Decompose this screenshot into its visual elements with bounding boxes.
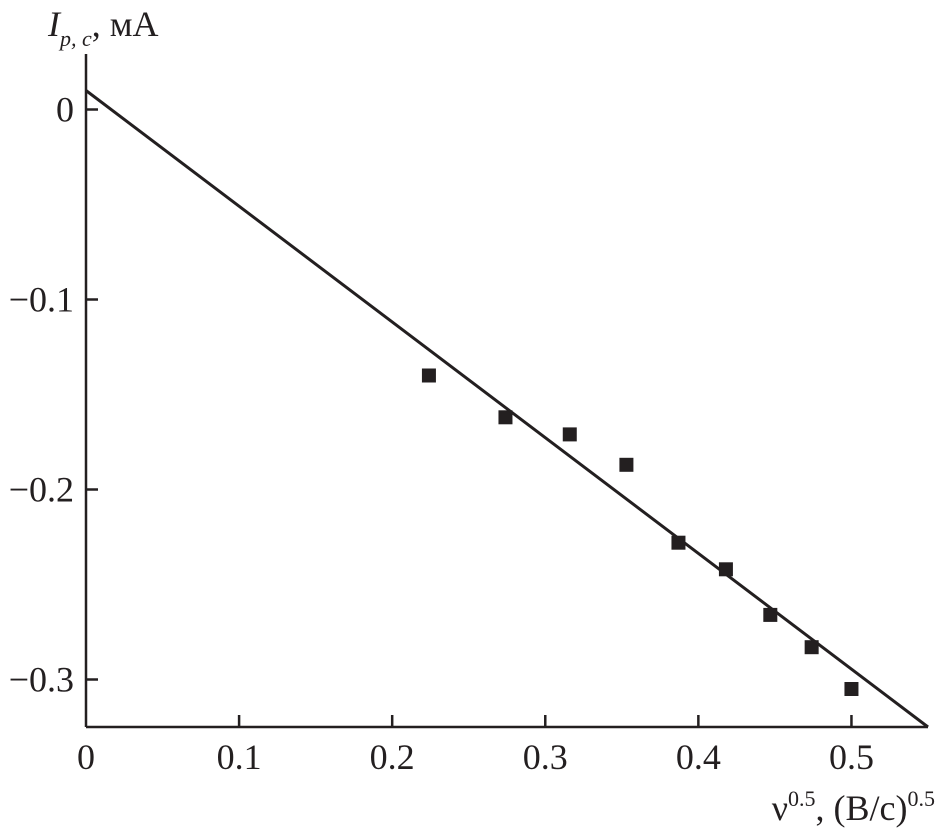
x-axis-title: ν0.5, (В/с)0.5 (772, 786, 935, 828)
x-tick-label: 0.5 (829, 737, 874, 777)
y-axis-title-sub: p, c (58, 26, 92, 51)
data-point (844, 682, 859, 696)
y-axis-title-base: I (47, 4, 62, 44)
x-ticks: 0 0.1 0.2 0.3 0.4 0.5 (77, 715, 874, 777)
series-layer (85, 89, 929, 729)
data-point (619, 457, 634, 472)
x-tick-label: 0.3 (523, 737, 568, 777)
y-tick-label: −0.3 (9, 660, 74, 700)
x-axis-title-sup2: 0.5 (908, 786, 936, 811)
x-tick-label: 0.1 (217, 737, 262, 777)
x-axis-title-sup: 0.5 (788, 786, 816, 811)
x-tick-label: 0 (77, 737, 95, 777)
data-point (498, 410, 513, 425)
x-tick-label: 0.4 (676, 737, 721, 777)
y-tick-label: −0.1 (9, 280, 74, 320)
x-axis-title-rest: , (В/с) (816, 788, 908, 828)
y-axis-title-rest: , мА (92, 4, 159, 44)
fit-line (85, 89, 929, 729)
y-tick-label: −0.2 (9, 470, 74, 510)
data-point (804, 640, 819, 655)
y-axis-title: Ip, c, мА (47, 4, 159, 51)
x-tick-label: 0.2 (370, 737, 415, 777)
x-axis-title-base: ν (772, 788, 788, 828)
axes (84, 54, 928, 729)
y-tick-label: 0 (56, 90, 74, 130)
data-point (562, 427, 577, 442)
data-point (421, 368, 436, 383)
y-ticks: 0 −0.1 −0.2 −0.3 (9, 90, 98, 700)
